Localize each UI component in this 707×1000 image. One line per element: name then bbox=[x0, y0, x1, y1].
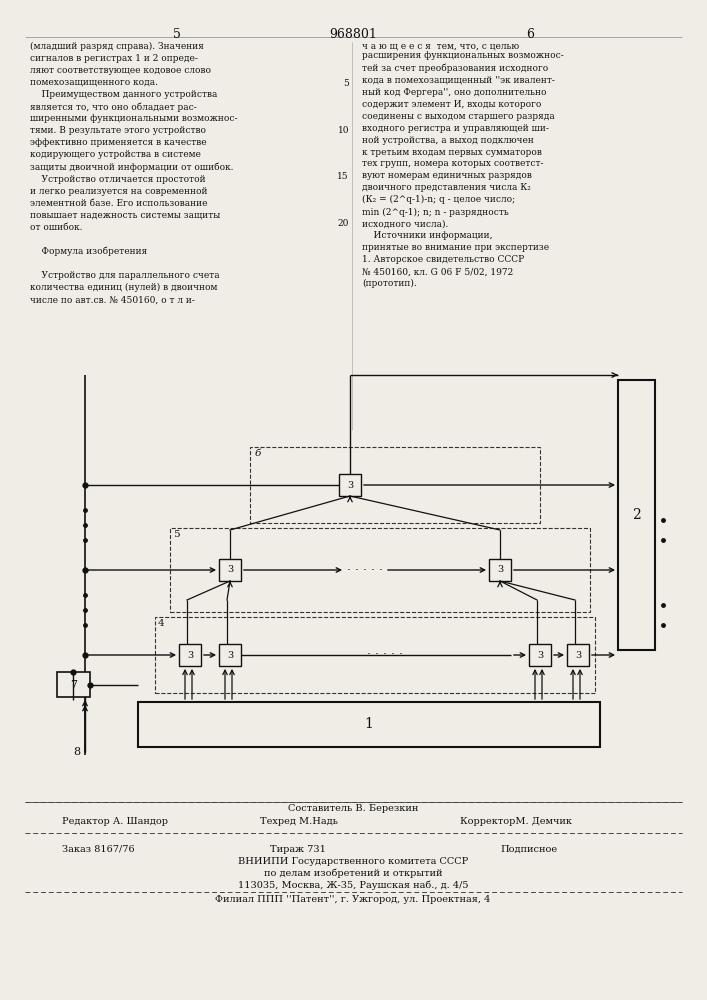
Text: 3: 3 bbox=[575, 650, 581, 660]
Text: Редактор А. Шандор: Редактор А. Шандор bbox=[62, 817, 168, 826]
Text: Подписное: Подписное bbox=[500, 845, 557, 854]
Text: Заказ 8167/76: Заказ 8167/76 bbox=[62, 845, 134, 854]
Text: ч а ю щ е е с я  тем, что, с целью: ч а ю щ е е с я тем, что, с целью bbox=[362, 42, 519, 51]
Bar bbox=[219, 644, 241, 666]
Text: б: б bbox=[255, 449, 262, 458]
Text: 968801: 968801 bbox=[329, 28, 377, 41]
Text: 2: 2 bbox=[632, 508, 641, 522]
Text: (младший разряд справа). Значения
сигналов в регистрах 1 и 2 опреде-
ляют соотве: (младший разряд справа). Значения сигнал… bbox=[30, 42, 238, 304]
Text: 3: 3 bbox=[537, 650, 543, 660]
Text: · · · · ·: · · · · · bbox=[347, 564, 383, 576]
Bar bbox=[155, 617, 595, 693]
Bar bbox=[179, 644, 201, 666]
Text: 113035, Москва, Ж-35, Раушская наб., д. 4/5: 113035, Москва, Ж-35, Раушская наб., д. … bbox=[238, 881, 468, 890]
Text: 7: 7 bbox=[70, 680, 77, 690]
Text: · · · · ·: · · · · · bbox=[367, 648, 403, 662]
Text: 3: 3 bbox=[227, 566, 233, 574]
Text: ВНИИПИ Государственного комитета СССР: ВНИИПИ Государственного комитета СССР bbox=[238, 857, 468, 866]
Text: 3: 3 bbox=[227, 650, 233, 660]
Text: 1: 1 bbox=[365, 718, 373, 732]
Bar bbox=[138, 702, 600, 747]
Text: 5: 5 bbox=[173, 530, 180, 539]
Text: 5: 5 bbox=[173, 28, 181, 41]
Bar bbox=[567, 644, 589, 666]
Text: Филиал ППП ''Патент'', г. Ужгород, ул. Проектная, 4: Филиал ППП ''Патент'', г. Ужгород, ул. П… bbox=[216, 895, 491, 904]
Bar bbox=[529, 644, 551, 666]
Text: расширения функциональных возможнос-
тей за счет преобразования исходного
кода в: расширения функциональных возможнос- тей… bbox=[362, 51, 563, 288]
Bar bbox=[250, 447, 540, 523]
Bar bbox=[219, 559, 241, 581]
Bar bbox=[618, 380, 655, 650]
Text: 10: 10 bbox=[337, 126, 349, 135]
Text: 3: 3 bbox=[187, 650, 193, 660]
Text: КорректорМ. Демчик: КорректорМ. Демчик bbox=[460, 817, 572, 826]
Text: Техред М.Надь: Техред М.Надь bbox=[260, 817, 338, 826]
Text: Составитель В. Березкин: Составитель В. Березкин bbox=[288, 804, 418, 813]
Text: Тираж 731: Тираж 731 bbox=[270, 845, 326, 854]
Bar bbox=[170, 528, 590, 612]
Text: 5: 5 bbox=[343, 79, 349, 88]
Text: 3: 3 bbox=[497, 566, 503, 574]
Text: 8: 8 bbox=[73, 747, 80, 757]
Text: 3: 3 bbox=[347, 481, 353, 489]
Text: 4: 4 bbox=[158, 619, 165, 628]
Bar bbox=[57, 672, 90, 697]
Bar bbox=[339, 474, 361, 496]
Bar bbox=[489, 559, 511, 581]
Text: 15: 15 bbox=[337, 172, 349, 181]
Text: 20: 20 bbox=[338, 219, 349, 228]
Text: по делам изобретений и открытий: по делам изобретений и открытий bbox=[264, 869, 443, 879]
Text: 6: 6 bbox=[526, 28, 534, 41]
